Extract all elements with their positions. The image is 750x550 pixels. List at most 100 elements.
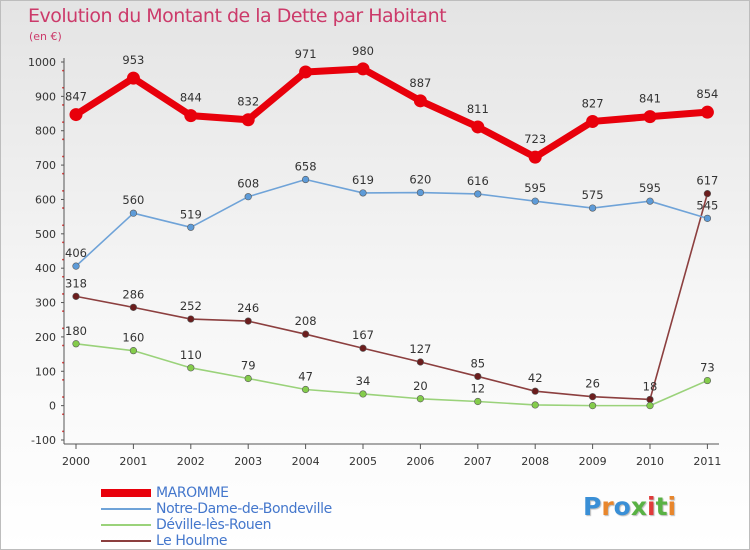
- data-point: [703, 214, 712, 222]
- y-minor-tick: [62, 172, 64, 175]
- data-label: 854: [696, 87, 718, 101]
- y-minor-tick: [62, 86, 64, 89]
- x-tick-label: 2000: [62, 455, 90, 468]
- y-minor-tick: [62, 241, 64, 244]
- data-point: [184, 109, 198, 123]
- data-point: [531, 401, 539, 409]
- data-label: 47: [298, 369, 313, 383]
- data-label: 110: [180, 348, 202, 362]
- legend-label: MAROMME: [156, 485, 229, 501]
- data-point: [646, 395, 654, 404]
- y-minor-tick: [62, 396, 64, 398]
- y-tick-label: 1000: [28, 56, 56, 69]
- y-tick-label: -100: [31, 434, 56, 447]
- x-tick-label: 2008: [521, 455, 549, 468]
- legend-swatch: [101, 524, 151, 526]
- data-label: 658: [295, 160, 317, 174]
- data-label: 811: [467, 102, 489, 116]
- data-label: 73: [700, 361, 715, 375]
- legend-label: Notre-Dame-de-Bondeville: [156, 501, 332, 517]
- data-point: [474, 397, 482, 406]
- x-tick-label: 2006: [406, 455, 434, 468]
- y-minor-tick: [62, 138, 64, 141]
- x-tick-label: 2004: [292, 455, 320, 468]
- data-label: 12: [470, 382, 485, 396]
- data-point: [187, 364, 195, 372]
- data-label: 887: [409, 76, 431, 90]
- data-label: 286: [122, 287, 144, 301]
- y-minor-tick: [62, 189, 64, 192]
- data-label: 620: [409, 173, 431, 187]
- data-point: [588, 393, 597, 401]
- data-point: [302, 330, 310, 338]
- data-point: [129, 347, 137, 355]
- data-label: 85: [470, 356, 485, 370]
- data-label: 619: [352, 173, 374, 187]
- data-point: [72, 262, 80, 270]
- data-label: 406: [65, 246, 87, 260]
- y-tick-label: 400: [35, 262, 56, 275]
- legend-swatch: [101, 489, 151, 497]
- data-point: [72, 340, 80, 348]
- y-tick-label: 0: [49, 400, 56, 413]
- series-line-1: [75, 178, 709, 267]
- y-minor-tick: [62, 207, 64, 209]
- data-point: [129, 209, 137, 217]
- data-label: 252: [180, 299, 202, 313]
- data-label: 560: [122, 193, 144, 207]
- data-point: [359, 189, 367, 197]
- data-label: 616: [467, 174, 489, 188]
- logo-letter: P: [583, 492, 602, 521]
- series-line-2: [75, 342, 709, 407]
- data-label: 18: [643, 379, 658, 393]
- data-point: [241, 113, 255, 127]
- data-point: [646, 197, 654, 205]
- data-point: [126, 71, 140, 85]
- y-minor-tick: [62, 258, 64, 261]
- y-minor-tick: [62, 155, 64, 158]
- x-tick-label: 2005: [349, 455, 377, 468]
- y-tick-label: 300: [35, 297, 56, 310]
- x-tick-label: 2011: [693, 455, 721, 468]
- chart-subtitle: (en €): [29, 30, 62, 43]
- y-minor-tick: [62, 430, 64, 433]
- x-tick-label: 2003: [234, 455, 262, 468]
- y-minor-tick: [62, 310, 64, 313]
- data-point: [586, 114, 600, 128]
- data-point: [299, 65, 313, 79]
- data-label: 847: [65, 90, 87, 104]
- data-point: [129, 303, 137, 311]
- data-label: 34: [356, 374, 371, 388]
- data-label: 953: [122, 53, 144, 67]
- logo-letter: o: [613, 492, 631, 521]
- x-tick-label: 2007: [464, 455, 492, 468]
- data-label: 180: [65, 324, 87, 338]
- data-label: 575: [582, 188, 604, 202]
- data-label: 20: [413, 379, 428, 393]
- y-minor-tick: [62, 378, 64, 381]
- data-point: [588, 402, 597, 410]
- y-tick-label: 600: [35, 193, 56, 206]
- data-point: [474, 372, 482, 381]
- chart-legend: MAROMME Notre-Dame-de-Bondeville Déville-l…: [101, 485, 332, 549]
- y-minor-tick: [62, 413, 64, 416]
- y-tick-label: 500: [35, 228, 56, 241]
- data-point: [244, 193, 252, 201]
- y-tick-label: 800: [35, 125, 56, 138]
- data-point: [359, 344, 367, 352]
- series-line-0: [72, 65, 711, 161]
- logo-letter: r: [601, 492, 614, 521]
- data-label: 318: [65, 276, 87, 290]
- data-label: 980: [352, 44, 374, 58]
- y-tick-label: 700: [35, 159, 56, 172]
- logo-letter: i: [647, 492, 656, 521]
- y-minor-tick: [62, 344, 64, 347]
- data-label: 971: [295, 47, 317, 61]
- y-minor-tick: [62, 327, 64, 330]
- logo-letter: t: [655, 492, 668, 521]
- series-line-3: [75, 192, 709, 401]
- legend-label: Le Houlme: [156, 533, 228, 549]
- data-point: [244, 317, 252, 325]
- legend-swatch: [101, 540, 151, 542]
